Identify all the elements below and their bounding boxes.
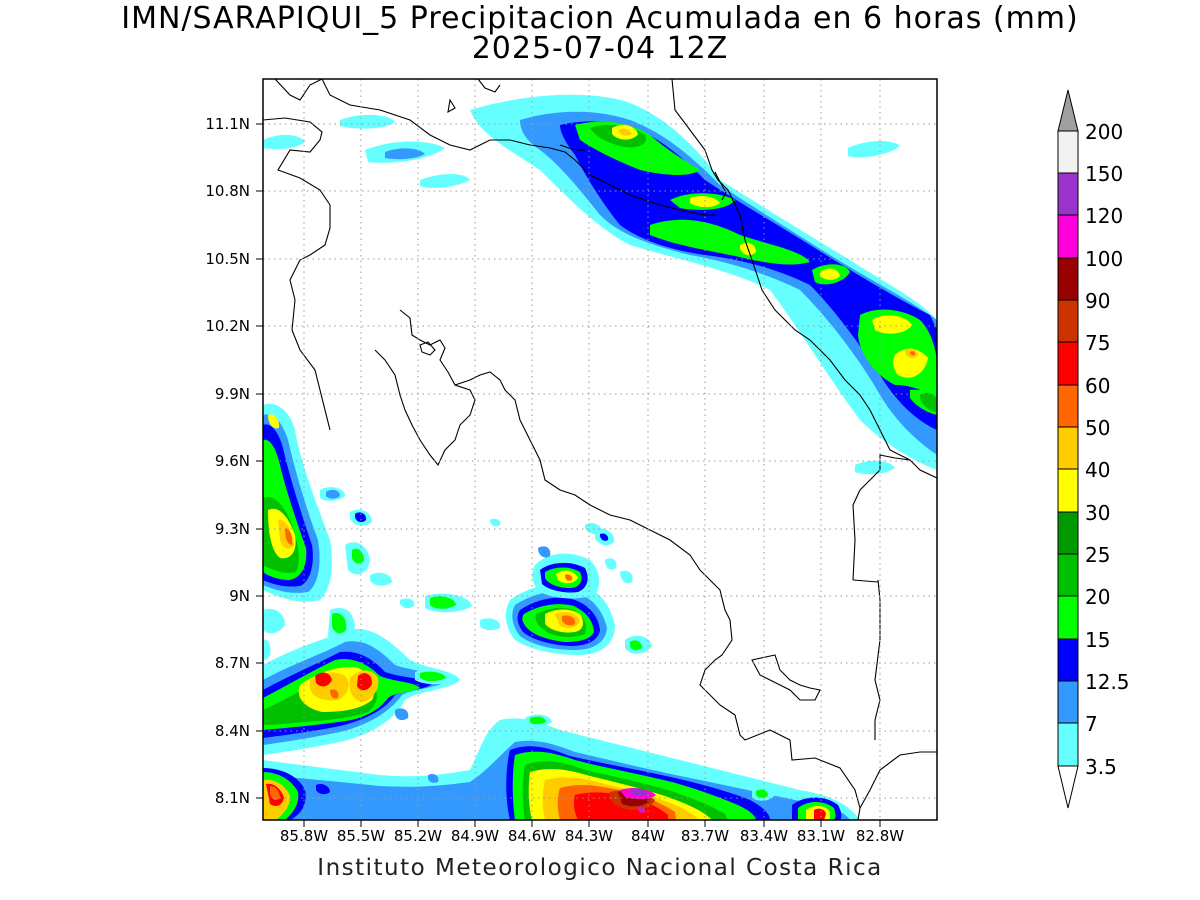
lat-label: 10.8N: [205, 182, 250, 200]
longitude-labels: 85.8W 85.5W 85.2W 84.9W 84.6W 84.3W 84W …: [280, 827, 904, 845]
colorbar-label: 3.5: [1085, 755, 1117, 779]
colorbar-swatch-75: [1057, 341, 1079, 386]
colorbar-label: 90: [1085, 289, 1110, 313]
colorbar-label: 7: [1085, 712, 1098, 736]
lat-label: 9.6N: [215, 452, 250, 470]
colorbar-label: 12.5: [1085, 670, 1130, 694]
coastlines: [263, 79, 937, 820]
lat-label: 10.2N: [205, 317, 250, 335]
colorbar-swatch-30: [1057, 511, 1079, 555]
lat-label: 9N: [229, 587, 250, 605]
lon-label: 85.2W: [394, 827, 442, 845]
rain-cell-southwest: [263, 629, 460, 755]
lon-label: 84W: [631, 827, 665, 845]
colorbar-label: 50: [1085, 416, 1110, 440]
lon-label: 84.6W: [508, 827, 556, 845]
map-frame: [262, 78, 938, 821]
lat-label: 8.4N: [215, 722, 250, 740]
lat-label: 10.5N: [205, 250, 250, 268]
colorbar-bottom-triangle: [1057, 765, 1079, 809]
map-subtitle-datetime: 2025-07-04 12Z: [471, 31, 729, 66]
lon-label: 83.7W: [681, 827, 729, 845]
colorbar-label: 75: [1085, 331, 1110, 355]
rain-band-south: [263, 714, 860, 820]
lon-label: 84.9W: [451, 827, 499, 845]
colorbar-labels: 200 150 120 100 90 75 60 50 40 30 25 20 …: [1085, 120, 1130, 779]
colorbar-swatch-60: [1057, 384, 1079, 428]
lat-label: 11.1N: [205, 115, 250, 133]
lat-label: 9.3N: [215, 520, 250, 538]
lon-label: 85.8W: [280, 827, 328, 845]
colorbar-swatch-25: [1057, 553, 1079, 597]
colorbar-swatch-50: [1057, 426, 1079, 470]
colorbar-swatch-12.5: [1057, 680, 1079, 724]
lat-label: 8.7N: [215, 654, 250, 672]
colorbar-label: 120: [1085, 204, 1123, 228]
colorbar-swatch-150: [1057, 172, 1079, 216]
colorbar-label: 15: [1085, 628, 1110, 652]
lat-label: 9.9N: [215, 385, 250, 403]
colorbar-label: 30: [1085, 501, 1110, 525]
colorbar-swatch-20: [1057, 595, 1079, 640]
axis-ticks: [256, 123, 881, 827]
colorbar-label: 100: [1085, 247, 1123, 271]
precipitation-field: [263, 79, 937, 820]
colorbar-legend: [1057, 89, 1079, 809]
colorbar-label: 40: [1085, 458, 1110, 482]
colorbar-label: 60: [1085, 374, 1110, 398]
colorbar-label: 200: [1085, 120, 1123, 144]
lon-label: 85.5W: [337, 827, 385, 845]
colorbar-swatch-90: [1057, 299, 1079, 343]
rain-cell-central: [480, 518, 652, 655]
colorbar-swatch-40: [1057, 468, 1079, 513]
lon-label: 83.4W: [740, 827, 788, 845]
lon-label: 84.3W: [565, 827, 613, 845]
lon-label: 82.8W: [856, 827, 904, 845]
rain-band-northeast: [263, 94, 937, 475]
latitude-labels: 11.1N 10.8N 10.5N 10.2N 9.9N 9.6N 9.3N 9…: [205, 115, 250, 807]
lat-label: 8.1N: [215, 789, 250, 807]
colorbar-swatch-100: [1057, 257, 1079, 301]
colorbar-swatch-7: [1057, 722, 1079, 767]
colorbar-swatch-200: [1057, 130, 1079, 174]
colorbar-top-triangle: [1057, 89, 1079, 132]
colorbar-label: 20: [1085, 585, 1110, 609]
institution-footer: Instituto Meteorologico Nacional Costa R…: [317, 855, 883, 881]
colorbar-swatch-15: [1057, 638, 1079, 682]
colorbar-swatch-120: [1057, 214, 1079, 259]
lat-lon-grid: [263, 79, 937, 820]
map-title: IMN/SARAPIQUI_5 Precipitacion Acumulada …: [121, 1, 1079, 36]
rain-band-west: [263, 403, 472, 660]
colorbar-label: 25: [1085, 543, 1110, 567]
colorbar-label: 150: [1085, 162, 1123, 186]
lon-label: 83.1W: [797, 827, 845, 845]
